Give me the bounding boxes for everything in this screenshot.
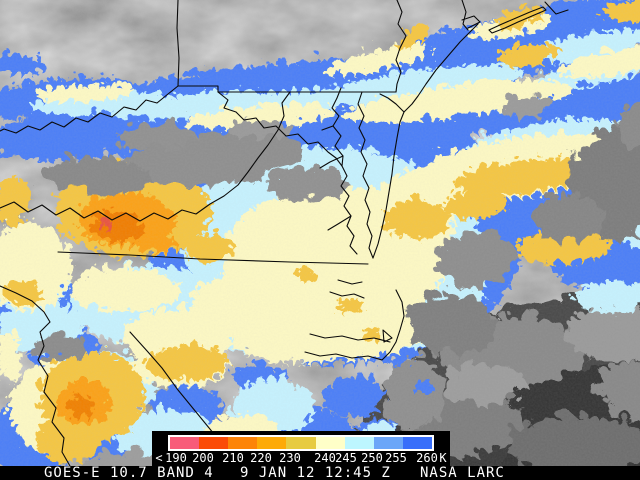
colorbar-tick-label: < <box>155 451 163 465</box>
colorbar-segment <box>199 437 229 449</box>
colorbar-tick-label: 230 <box>279 451 301 465</box>
satellite-band-label: GOES-E 10.7 BAND 4 <box>44 465 214 480</box>
map-borders <box>0 0 569 466</box>
colorbar-tick-label: 255 <box>385 451 407 465</box>
colorbar-tick-label: 200 <box>192 451 214 465</box>
colorbar-strip <box>168 435 434 451</box>
colorbar-tick-label: 220 <box>250 451 272 465</box>
colorbar-tick-label: 240 <box>314 451 336 465</box>
timestamp-label: 9 JAN 12 12:45 Z <box>240 465 391 480</box>
colorbar-segment <box>344 437 374 449</box>
colorbar-segment <box>315 437 345 449</box>
colorbar-tick-label: 210 <box>222 451 244 465</box>
colorbar-segment <box>286 437 316 449</box>
colorbar-tick-label: 260 <box>416 451 438 465</box>
colorbar-legend: <190 200 210 220 230 240 245 250 255 260 K <box>152 431 450 466</box>
colorbar-segment <box>257 437 287 449</box>
colorbar-segment <box>170 437 200 449</box>
colorbar-segment <box>373 437 403 449</box>
colorbar-segment <box>402 437 432 449</box>
satellite-image <box>0 0 640 466</box>
colorbar-ticks: <190 200 210 220 230 240 245 250 255 260 K <box>152 452 450 466</box>
colorbar-segment <box>228 437 258 449</box>
satellite-map: <190 200 210 220 230 240 245 250 255 260 K <box>0 0 640 466</box>
colorbar-tick-label: 245 <box>335 451 357 465</box>
colorbar-tick-label: 250 <box>361 451 383 465</box>
credit-label: NASA LARC <box>420 465 505 480</box>
colorbar-tick-label: 190 <box>165 451 187 465</box>
colorbar-tick-label: K <box>439 451 447 465</box>
status-bar: GOES-E 10.7 BAND 4 9 JAN 12 12:45 Z NASA… <box>0 466 640 480</box>
